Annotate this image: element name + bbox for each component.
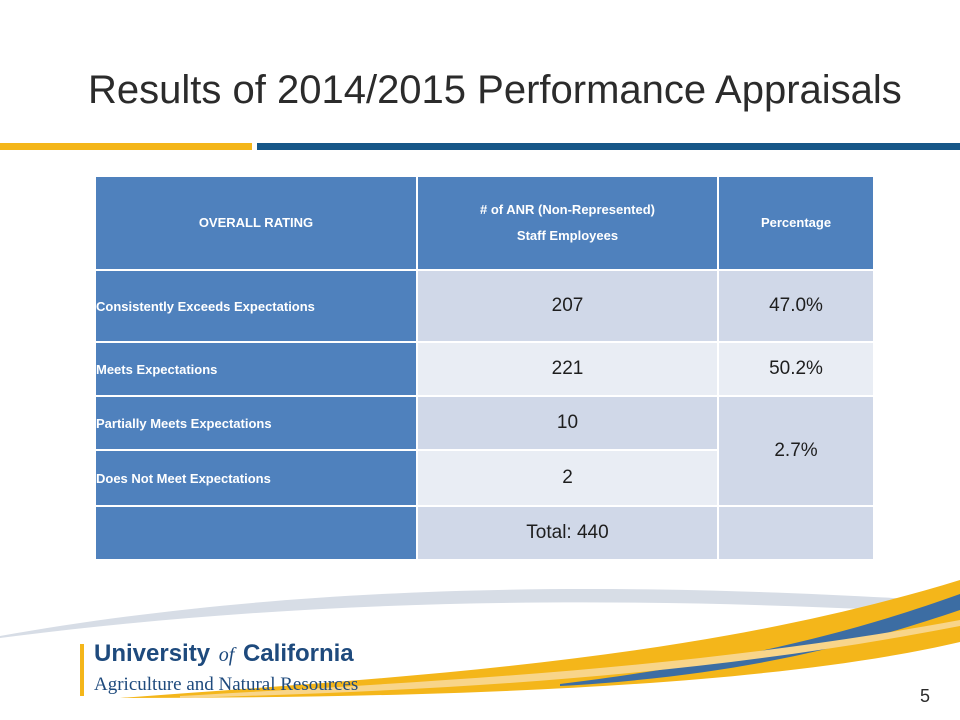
rating-label: Does Not Meet Expectations — [94, 449, 418, 507]
table-row: Meets Expectations 221 50.2% — [94, 341, 875, 397]
count-cell: 221 — [416, 341, 719, 397]
logo-word-of: of — [218, 644, 235, 666]
slide-title: Results of 2014/2015 Performance Apprais… — [88, 68, 902, 112]
header-count-line2: Staff Employees — [516, 228, 619, 243]
table-row: Does Not Meet Expectations 2 — [94, 449, 874, 507]
count-cell: 207 — [416, 269, 719, 343]
count-cell: 10 — [416, 395, 719, 451]
logo-gold-bar — [80, 644, 84, 696]
header-count-line1: # of ANR (Non-Represented) — [479, 202, 656, 217]
gold-rule — [0, 143, 252, 150]
table-total-row: Total: 440 — [94, 505, 875, 561]
table-header-row: OVERALL RATING # of ANR (Non-Represented… — [94, 175, 875, 271]
appraisal-results-table: OVERALL RATING # of ANR (Non-Represented… — [94, 175, 875, 561]
combined-percentage-cell: 2.7% — [717, 395, 875, 507]
header-overall-rating: OVERALL RATING — [94, 175, 418, 271]
header-percentage: Percentage — [717, 175, 875, 271]
total-percentage-blank — [717, 505, 875, 561]
rating-label: Partially Meets Expectations — [94, 395, 418, 451]
blue-rule — [257, 143, 960, 150]
rating-label: Meets Expectations — [94, 341, 418, 397]
percentage-cell: 47.0% — [717, 269, 875, 343]
logo-word-university: University — [94, 640, 211, 667]
page-number: 5 — [920, 686, 931, 706]
decorative-swoosh — [0, 580, 960, 698]
logo-agriculture-line: Agriculture and Natural Resources — [94, 674, 359, 695]
table-row: Consistently Exceeds Expectations 207 47… — [94, 269, 875, 343]
percentage-cell: 50.2% — [717, 341, 875, 397]
total-label-blank — [94, 505, 418, 561]
table-row: Partially Meets Expectations 10 2.7% — [94, 395, 875, 507]
logo-word-california: California — [242, 640, 354, 667]
rating-label: Consistently Exceeds Expectations — [94, 269, 418, 343]
header-employee-count: # of ANR (Non-Represented) Staff Employe… — [416, 175, 719, 271]
count-cell: 2 — [416, 449, 719, 507]
logo-university-of-california: University of California — [94, 640, 354, 668]
total-cell: Total: 440 — [416, 505, 719, 561]
